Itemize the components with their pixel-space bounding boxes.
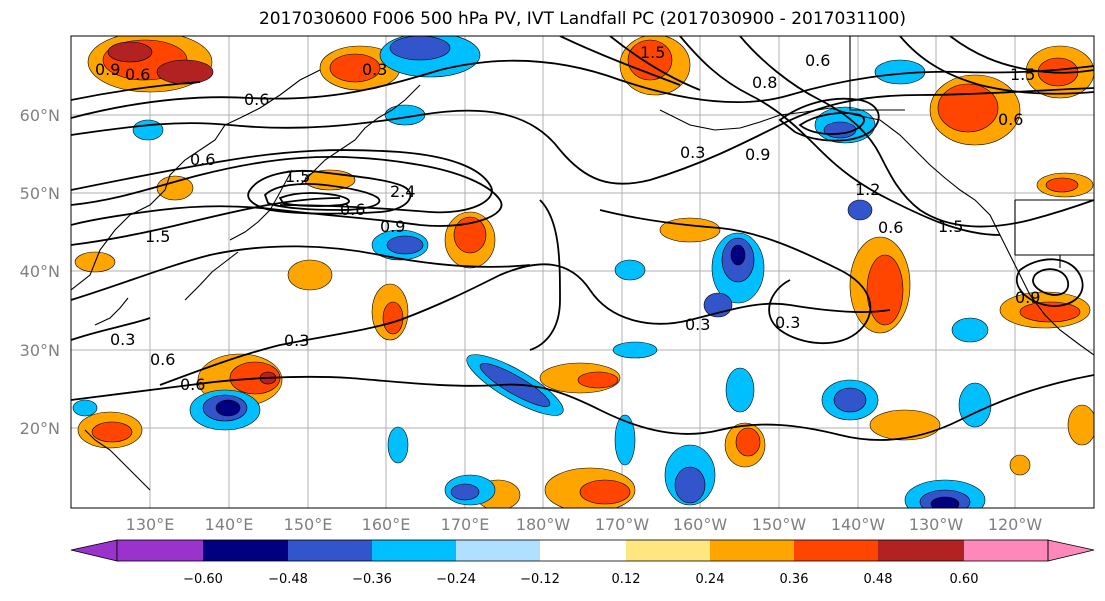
colorbar-tick: 0.24 [696,572,725,587]
colorbar-segment [288,540,372,561]
lon-label: 150°W [752,515,807,534]
map-frame [70,35,1095,509]
contour-label: 0.6 [180,375,205,394]
contour-label: 0.6 [150,350,175,369]
colorbar-tick: −0.24 [436,572,476,587]
contour-label: 0.3 [775,313,800,332]
lat-label: 50°N [20,184,60,203]
colorbar-tick: −0.36 [352,572,392,587]
lat-label: 20°N [20,419,60,438]
contour-label: 0.3 [680,143,705,162]
colorbar-segment [964,540,1048,561]
colorbar-segment [540,540,626,561]
pv-contour-labels: 0.9 0.6 0.3 0.6 1.5 0.6 0.8 0.6 1.5 0.6 … [95,43,1040,394]
contour-label: 0.6 [878,218,903,237]
colorbar-segment [372,540,456,561]
contour-label: 1.2 [855,180,880,199]
contour-label: 0.6 [190,150,215,169]
colorbar-segment [878,540,964,561]
lon-label: 170°E [441,515,490,534]
contour-label: 0.3 [110,330,135,349]
contour-label: 0.3 [362,60,387,79]
colorbar-frame [116,539,1049,562]
colorbar-tick: 0.12 [612,572,641,587]
contour-label: 0.6 [805,51,830,70]
pv-contours [71,36,1094,441]
lon-label: 170°W [595,515,650,534]
contour-label: 0.8 [752,73,777,92]
colorbar-segment [117,540,203,561]
contour-label: 0.3 [685,315,710,334]
lon-label: 130°W [909,515,964,534]
lon-label: 120°W [988,515,1043,534]
colorbar-segment [456,540,540,561]
colorbar-extend-low [70,539,118,562]
lon-label: 140°E [205,515,254,534]
contour-label: 1.5 [640,43,665,62]
contour-label: 0.6 [998,110,1023,129]
contour-label: 0.6 [125,65,150,84]
lon-label: 150°E [284,515,333,534]
contour-label: 0.9 [1015,288,1040,307]
colorbar-tick: −0.12 [520,572,560,587]
contour-label: 1.5 [938,217,963,236]
latitude-labels: 60°N 50°N 40°N 30°N 20°N [20,106,60,438]
contour-label: 0.6 [244,90,269,109]
ivt-anomaly-shading [72,36,1094,508]
colorbar-tick: 0.48 [864,572,893,587]
contour-label: 0.9 [95,60,120,79]
colorbar-tick: 0.60 [950,572,979,587]
contour-label: 1.5 [145,227,170,246]
colorbar-segment [203,540,288,561]
lat-label: 40°N [20,262,60,281]
lon-label: 160°W [673,515,728,534]
longitude-labels: 130°E 140°E 150°E 160°E 170°E 180°W 170°… [126,515,1043,534]
colorbar-tick: 0.36 [780,572,809,587]
contour-label: 0.9 [745,145,770,164]
contour-label: 1.5 [285,167,310,186]
colorbar-extend-high [1047,539,1095,562]
colorbar: −0.60 −0.48 −0.36 −0.24 −0.12 0.12 0.24 … [70,539,1095,587]
contour-label: 0.9 [380,217,405,236]
chart-title: 2017030600 F006 500 hPa PV, IVT Landfall… [258,9,906,29]
contour-label: 0.6 [340,200,365,219]
colorbar-tick: −0.48 [268,572,308,587]
lon-label: 140°W [831,515,886,534]
lat-label: 30°N [20,341,60,360]
colorbar-tick: −0.60 [183,572,223,587]
contour-label: 2.4 [390,182,415,201]
lon-label: 130°E [126,515,175,534]
contour-label: 0.3 [284,331,309,350]
lat-label: 60°N [20,106,60,125]
lon-label: 160°E [362,515,411,534]
colorbar-segment [794,540,878,561]
colorbar-segment [710,540,794,561]
contour-label: 1.5 [1010,65,1035,84]
lon-label: 180°W [516,515,571,534]
colorbar-segment [626,540,710,561]
